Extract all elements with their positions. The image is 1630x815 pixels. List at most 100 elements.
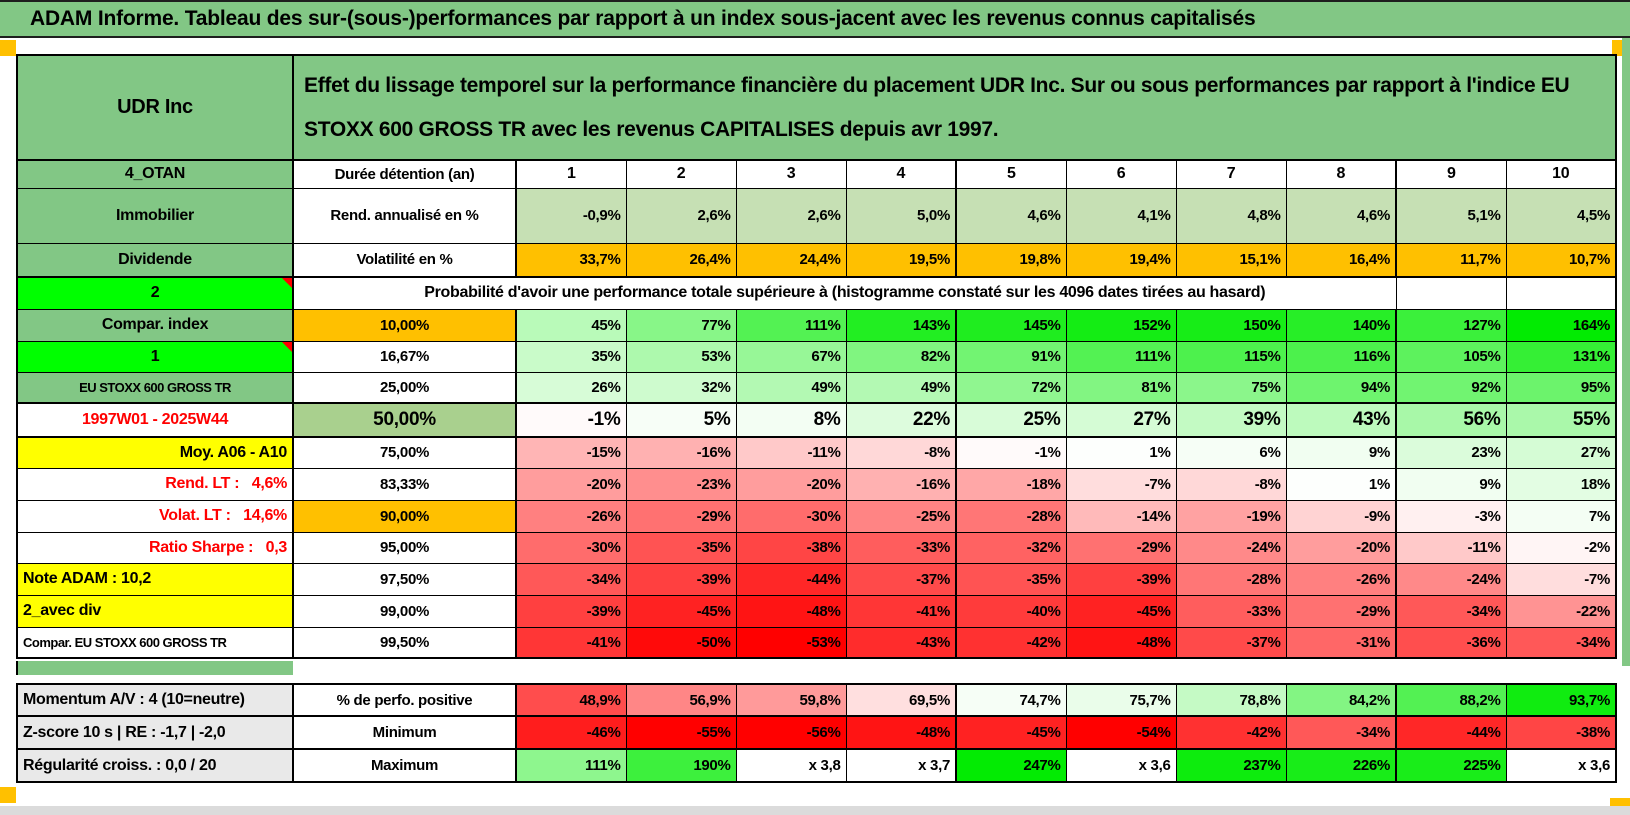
value-cell[interactable]: -43% — [845, 626, 957, 659]
value-cell[interactable]: -30% — [515, 531, 627, 564]
value-cell[interactable]: 27% — [1065, 402, 1177, 438]
value-cell[interactable]: 6% — [1175, 436, 1287, 469]
value-cell[interactable]: 1% — [1065, 436, 1177, 469]
value-cell[interactable]: 164% — [1505, 308, 1617, 342]
value-cell[interactable]: -1% — [955, 436, 1067, 469]
value-cell[interactable]: -42% — [955, 626, 1067, 659]
value-cell[interactable]: -33% — [1175, 594, 1287, 628]
duration-column-header[interactable]: 6 — [1065, 159, 1177, 189]
value-cell[interactable]: x 3,6 — [1505, 748, 1617, 783]
value-cell[interactable]: 9% — [1395, 467, 1507, 501]
value-cell[interactable]: 19,4% — [1065, 242, 1177, 278]
value-cell[interactable]: 84,2% — [1285, 683, 1397, 717]
value-cell[interactable]: -34% — [1285, 715, 1397, 750]
row-label-cell[interactable]: Compar. index — [16, 308, 294, 342]
percentile-label-cell[interactable]: 25,00% — [292, 371, 517, 404]
row-label-cell[interactable]: Immobilier — [16, 187, 294, 244]
value-cell[interactable]: -8% — [1175, 467, 1287, 501]
value-cell[interactable]: -32% — [955, 531, 1067, 564]
value-cell[interactable]: 43% — [1285, 402, 1397, 438]
value-cell[interactable]: 78,8% — [1175, 683, 1287, 717]
value-cell[interactable]: 9% — [1285, 436, 1397, 469]
empty-cell[interactable] — [1395, 276, 1507, 310]
value-cell[interactable]: -26% — [515, 499, 627, 533]
value-cell[interactable]: 4,8% — [1175, 187, 1287, 244]
duration-column-header[interactable]: 2 — [625, 159, 737, 189]
value-cell[interactable]: 74,7% — [955, 683, 1067, 717]
value-cell[interactable]: -38% — [1505, 715, 1617, 750]
value-cell[interactable]: 45% — [515, 308, 627, 342]
value-cell[interactable]: -29% — [625, 499, 737, 533]
row-label-cell[interactable]: 1 — [16, 340, 294, 373]
value-cell[interactable]: 48,9% — [515, 683, 627, 717]
value-cell[interactable]: -20% — [1285, 531, 1397, 564]
percentile-label-cell[interactable]: 10,00% — [292, 308, 517, 342]
row-label-cell[interactable]: Moy. A06 - A10 — [16, 436, 294, 469]
row-label-cell[interactable]: Ratio Sharpe : 0,3 — [16, 531, 294, 564]
value-cell[interactable]: 111% — [1065, 340, 1177, 373]
value-cell[interactable]: 59,8% — [735, 683, 847, 717]
percentile-label-cell[interactable]: Durée détention (an) — [292, 159, 517, 189]
row-label-cell[interactable]: Momentum A/V : 4 (10=neutre) — [16, 683, 294, 717]
value-cell[interactable]: -42% — [1175, 715, 1287, 750]
value-cell[interactable]: 49% — [845, 371, 957, 404]
value-cell[interactable]: -39% — [515, 594, 627, 628]
value-cell[interactable]: -37% — [1175, 626, 1287, 659]
value-cell[interactable]: -3% — [1395, 499, 1507, 533]
value-cell[interactable]: 247% — [955, 748, 1067, 783]
value-cell[interactable]: -48% — [1065, 626, 1177, 659]
value-cell[interactable]: 150% — [1175, 308, 1287, 342]
value-cell[interactable]: 56% — [1395, 402, 1507, 438]
value-cell[interactable]: 2,6% — [735, 187, 847, 244]
value-cell[interactable]: 82% — [845, 340, 957, 373]
value-cell[interactable]: -15% — [515, 436, 627, 469]
value-cell[interactable]: -1% — [515, 402, 627, 438]
value-cell[interactable]: x 3,8 — [735, 748, 847, 783]
value-cell[interactable]: 116% — [1285, 340, 1397, 373]
value-cell[interactable]: -24% — [1395, 562, 1507, 596]
row-label-cell[interactable]: 2_avec div — [16, 594, 294, 628]
value-cell[interactable]: -41% — [515, 626, 627, 659]
value-cell[interactable]: 226% — [1285, 748, 1397, 783]
value-cell[interactable]: 53% — [625, 340, 737, 373]
value-cell[interactable]: 7% — [1505, 499, 1617, 533]
value-cell[interactable]: -50% — [625, 626, 737, 659]
value-cell[interactable]: -11% — [735, 436, 847, 469]
value-cell[interactable]: x 3,7 — [845, 748, 957, 783]
value-cell[interactable]: -37% — [845, 562, 957, 596]
value-cell[interactable]: 152% — [1065, 308, 1177, 342]
percentile-label-cell[interactable]: 83,33% — [292, 467, 517, 501]
value-cell[interactable]: -8% — [845, 436, 957, 469]
duration-column-header[interactable]: 1 — [515, 159, 627, 189]
value-cell[interactable]: 115% — [1175, 340, 1287, 373]
duration-column-header[interactable]: 8 — [1285, 159, 1397, 189]
value-cell[interactable]: 131% — [1505, 340, 1617, 373]
value-cell[interactable]: 111% — [515, 748, 627, 783]
value-cell[interactable]: 26% — [515, 371, 627, 404]
value-cell[interactable]: -7% — [1065, 467, 1177, 501]
value-cell[interactable]: -39% — [625, 562, 737, 596]
duration-column-header[interactable]: 10 — [1505, 159, 1617, 189]
value-cell[interactable]: 111% — [735, 308, 847, 342]
value-cell[interactable]: -46% — [515, 715, 627, 750]
percentile-label-cell[interactable]: 97,50% — [292, 562, 517, 596]
value-cell[interactable]: 49% — [735, 371, 847, 404]
duration-column-header[interactable]: 9 — [1395, 159, 1507, 189]
value-cell[interactable]: -2% — [1505, 531, 1617, 564]
duration-column-header[interactable]: 7 — [1175, 159, 1287, 189]
row-label-cell[interactable]: Régularité croiss. : 0,0 / 20 — [16, 748, 294, 783]
value-cell[interactable]: 32% — [625, 371, 737, 404]
value-cell[interactable]: 15,1% — [1175, 242, 1287, 278]
value-cell[interactable]: 8% — [735, 402, 847, 438]
value-cell[interactable]: 93,7% — [1505, 683, 1617, 717]
value-cell[interactable]: 4,1% — [1065, 187, 1177, 244]
value-cell[interactable]: 2,6% — [625, 187, 737, 244]
row-label-cell[interactable]: 4_OTAN — [16, 159, 294, 189]
percentile-label-cell[interactable]: Rend. annualisé en % — [292, 187, 517, 244]
row-label-cell[interactable]: Z-score 10 s | RE : -1,7 | -2,0 — [16, 715, 294, 750]
value-cell[interactable]: 143% — [845, 308, 957, 342]
value-cell[interactable]: -9% — [1285, 499, 1397, 533]
value-cell[interactable]: 75% — [1175, 371, 1287, 404]
value-cell[interactable]: -30% — [735, 499, 847, 533]
value-cell[interactable]: 67% — [735, 340, 847, 373]
